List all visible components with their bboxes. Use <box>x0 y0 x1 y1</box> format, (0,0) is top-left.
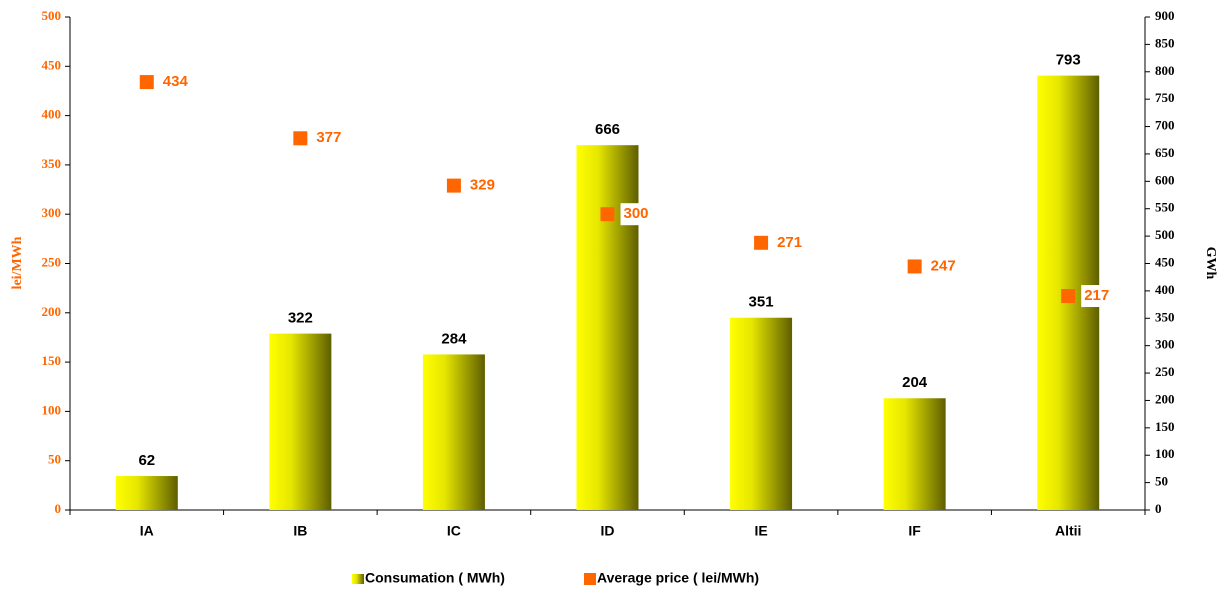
bar <box>115 476 178 510</box>
data-label: 284 <box>441 330 467 347</box>
y-tick-label: 350 <box>42 156 62 171</box>
y-tick-label: 200 <box>42 304 62 319</box>
price-marker <box>600 207 615 222</box>
price-marker <box>446 178 461 193</box>
label-bg <box>620 203 655 226</box>
y2-tick-label: 900 <box>1155 8 1175 23</box>
y2-tick-label: 450 <box>1155 254 1175 269</box>
data-label: 322 <box>288 310 313 327</box>
y2-tick-label: 350 <box>1155 309 1175 324</box>
data-label: 204 <box>902 374 928 391</box>
y2-tick-label: 650 <box>1155 145 1175 160</box>
data-label: 217 <box>1084 287 1109 304</box>
legend-swatch <box>352 574 364 584</box>
y2-tick-label: 750 <box>1155 90 1175 105</box>
x-tick-label: Altii <box>1055 523 1081 539</box>
data-label: 434 <box>163 73 189 90</box>
bar <box>269 333 332 510</box>
data-label: 300 <box>624 205 649 222</box>
y2-tick-label: 100 <box>1155 446 1175 461</box>
data-label: 793 <box>1056 52 1081 69</box>
label-bg <box>1081 285 1116 308</box>
data-label: 329 <box>470 177 495 194</box>
data-label: 271 <box>777 234 802 251</box>
bar <box>730 317 793 510</box>
bar <box>576 145 639 510</box>
price-marker <box>907 259 922 274</box>
y2-tick-label: 50 <box>1155 474 1168 489</box>
x-tick-label: IE <box>754 523 767 539</box>
price-marker <box>139 75 154 90</box>
y-tick-label: 300 <box>42 205 62 220</box>
y2-tick-label: 550 <box>1155 200 1175 215</box>
y-axis-label: lei/MWh <box>10 236 25 289</box>
y2-axis-label: GWh <box>1203 247 1218 280</box>
price-marker <box>293 131 308 146</box>
legend-swatch <box>584 573 596 585</box>
y-tick-label: 400 <box>42 107 62 122</box>
x-tick-label: IA <box>140 523 154 539</box>
y2-tick-label: 400 <box>1155 282 1175 297</box>
data-label: 247 <box>931 257 956 274</box>
y2-tick-label: 250 <box>1155 364 1175 379</box>
y-tick-label: 50 <box>48 452 61 467</box>
y-tick-label: 450 <box>42 57 62 72</box>
legend-label: Average price ( lei/MWh) <box>597 570 759 586</box>
data-label: 351 <box>749 294 774 311</box>
x-tick-label: IC <box>447 523 461 539</box>
legend-label: Consumation ( MWh) <box>365 570 505 586</box>
data-label: 377 <box>316 129 341 146</box>
y-tick-label: 0 <box>55 501 62 516</box>
x-tick-label: IF <box>908 523 921 539</box>
data-label: 62 <box>138 452 155 469</box>
label-bg <box>466 174 501 197</box>
y2-tick-label: 800 <box>1155 63 1175 78</box>
y-tick-label: 150 <box>42 353 62 368</box>
bar <box>422 354 485 510</box>
y2-tick-label: 0 <box>1155 501 1162 516</box>
bar <box>883 398 946 510</box>
x-tick-label: ID <box>601 523 615 539</box>
y2-tick-label: 150 <box>1155 419 1175 434</box>
y2-tick-label: 300 <box>1155 337 1175 352</box>
x-tick-label: IB <box>293 523 307 539</box>
y-tick-label: 100 <box>42 402 62 417</box>
y2-tick-label: 200 <box>1155 391 1175 406</box>
price-marker <box>1061 289 1076 304</box>
price-marker <box>754 235 769 250</box>
y2-tick-label: 500 <box>1155 227 1175 242</box>
y2-tick-label: 850 <box>1155 35 1175 50</box>
data-label: 666 <box>595 121 620 138</box>
label-bg <box>927 255 962 278</box>
y2-tick-label: 700 <box>1155 118 1175 133</box>
y2-tick-label: 600 <box>1155 172 1175 187</box>
label-bg <box>159 71 194 94</box>
y-tick-label: 250 <box>42 254 62 269</box>
label-bg <box>774 231 809 254</box>
label-bg <box>313 127 348 150</box>
y-tick-label: 500 <box>42 8 62 23</box>
